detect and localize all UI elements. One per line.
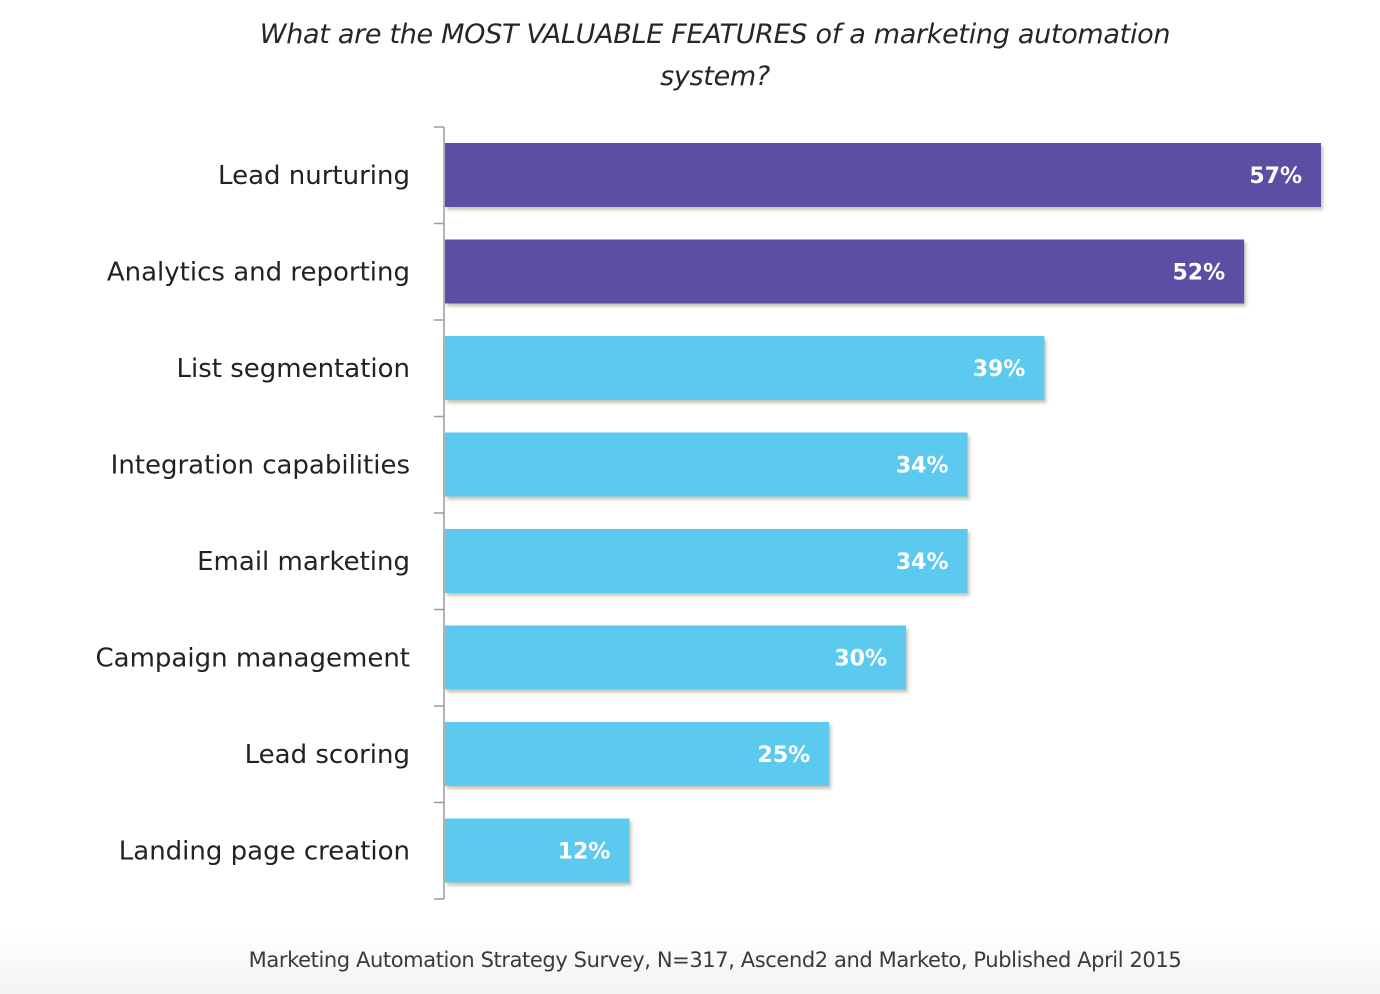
bar	[445, 818, 630, 883]
bar-value-label: 30%	[834, 647, 887, 672]
bar-value-label: 34%	[896, 454, 949, 479]
category-label: Integration capabilities	[111, 451, 410, 481]
bar	[445, 625, 907, 690]
category-label: Campaign management	[96, 644, 411, 674]
category-label: List segmentation	[177, 354, 411, 384]
category-label: Landing page creation	[119, 837, 410, 867]
chart-source-note: Marketing Automation Strategy Survey, N=…	[248, 948, 1182, 972]
bar-value-label: 25%	[758, 743, 811, 768]
bar	[445, 722, 830, 786]
bar-value-label: 52%	[1172, 261, 1225, 286]
category-label: Lead scoring	[245, 740, 410, 770]
bar	[445, 432, 968, 497]
bar	[445, 529, 968, 593]
bar-value-label: 57%	[1249, 164, 1302, 189]
bar	[445, 336, 1045, 400]
category-label: Email marketing	[197, 547, 410, 577]
chart-title-line-2: system?	[660, 61, 770, 92]
bar-value-label: 39%	[973, 357, 1026, 382]
category-label: Lead nurturing	[218, 161, 410, 191]
bar-value-label: 12%	[558, 840, 611, 865]
chart-title: What are the MOST VALUABLE FEATURES of a…	[200, 14, 1230, 98]
bar-value-label: 34%	[896, 550, 949, 575]
bar	[445, 239, 1245, 304]
category-label: Analytics and reporting	[107, 258, 410, 288]
bar	[445, 143, 1321, 207]
chart-title-line-1: What are the MOST VALUABLE FEATURES of a…	[259, 19, 1171, 50]
